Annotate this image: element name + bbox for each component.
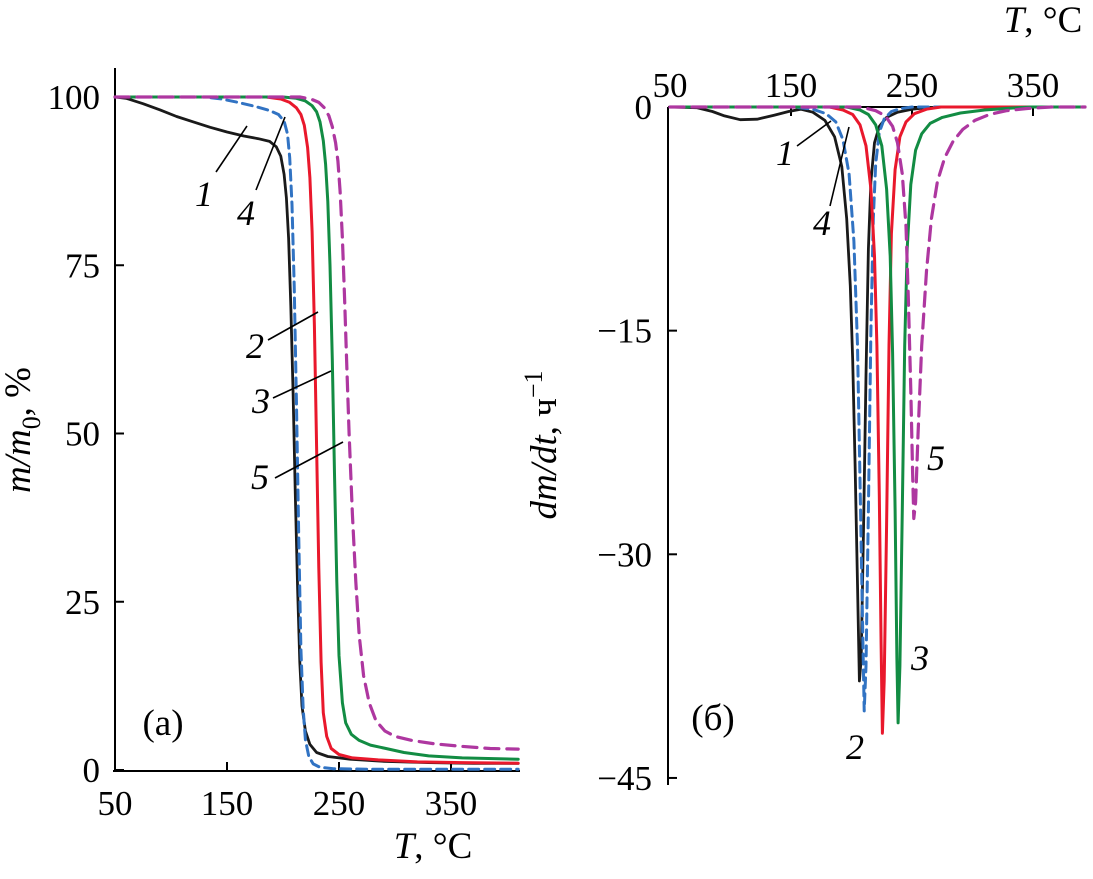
leader-line-1 [796, 120, 832, 147]
y-tick-label: −45 [597, 759, 652, 798]
curve-label-5: 5 [251, 457, 269, 497]
curve-5 [113, 95, 520, 751]
curve-label-3: 3 [910, 638, 929, 678]
x-axis-title: T, °C [1004, 0, 1083, 41]
x-tick-label: 150 [765, 66, 818, 105]
panel-a: 50 150 250 350 0 25 50 75 100 T, °C m/m0, % 1 4 2 3 5 (a… [0, 68, 520, 867]
leader-line-4 [829, 126, 850, 207]
y-tick-label: 50 [65, 415, 100, 454]
leader-line-4 [255, 116, 286, 191]
x-tick-label: 250 [886, 66, 939, 105]
curve-label-4: 4 [813, 203, 831, 243]
x-tick-label: 250 [313, 784, 366, 823]
leader-line-2 [267, 311, 319, 341]
y-axis-title: m/m0, % [0, 367, 46, 493]
panel-b: 50 150 250 350 0 −15 −30 −45 T, °C dm/dt, ч−1 14 2 3… [519, 0, 1087, 798]
curve-1 [113, 95, 520, 765]
panel-letter-a: (a) [142, 703, 183, 744]
curve-label-1: 1 [195, 174, 213, 214]
curve-4 [113, 95, 520, 771]
curve-label-2: 2 [846, 727, 864, 767]
y-tick-label: 100 [48, 78, 101, 117]
x-tick-label: 350 [1007, 66, 1060, 105]
curve-4 [668, 105, 1087, 713]
curve-2 [668, 105, 1087, 735]
leader-line-5 [274, 441, 344, 479]
curve-3 [113, 95, 520, 761]
y-tick-label: 25 [65, 583, 100, 622]
curve-label-3: 3 [251, 381, 270, 421]
curve-2 [113, 95, 520, 765]
y-tick-label: 0 [635, 88, 653, 127]
x-axis-title: T, °C [394, 826, 473, 867]
x-tick-label: 350 [425, 784, 478, 823]
curve-label-5: 5 [927, 438, 945, 478]
y-tick-label: 0 [83, 751, 101, 790]
curve-label-2: 2 [246, 326, 264, 366]
x-tick-label: 50 [98, 784, 133, 823]
curve-3 [668, 105, 1087, 725]
leader-line-1 [215, 125, 248, 173]
curve-label-4: 4 [237, 193, 255, 233]
curve-5 [668, 105, 1087, 521]
y-tick-label: −15 [597, 312, 652, 351]
leader-line-3 [272, 370, 332, 399]
y-tick-label: 75 [65, 246, 100, 285]
x-tick-label: 150 [201, 784, 254, 823]
y-axis-title: dm/dt, ч−1 [519, 371, 565, 520]
curve-label-1: 1 [776, 133, 794, 173]
y-tick-label: −30 [597, 535, 652, 574]
panel-letter-b: (б) [691, 698, 734, 739]
x-tick-label: 50 [653, 66, 688, 105]
